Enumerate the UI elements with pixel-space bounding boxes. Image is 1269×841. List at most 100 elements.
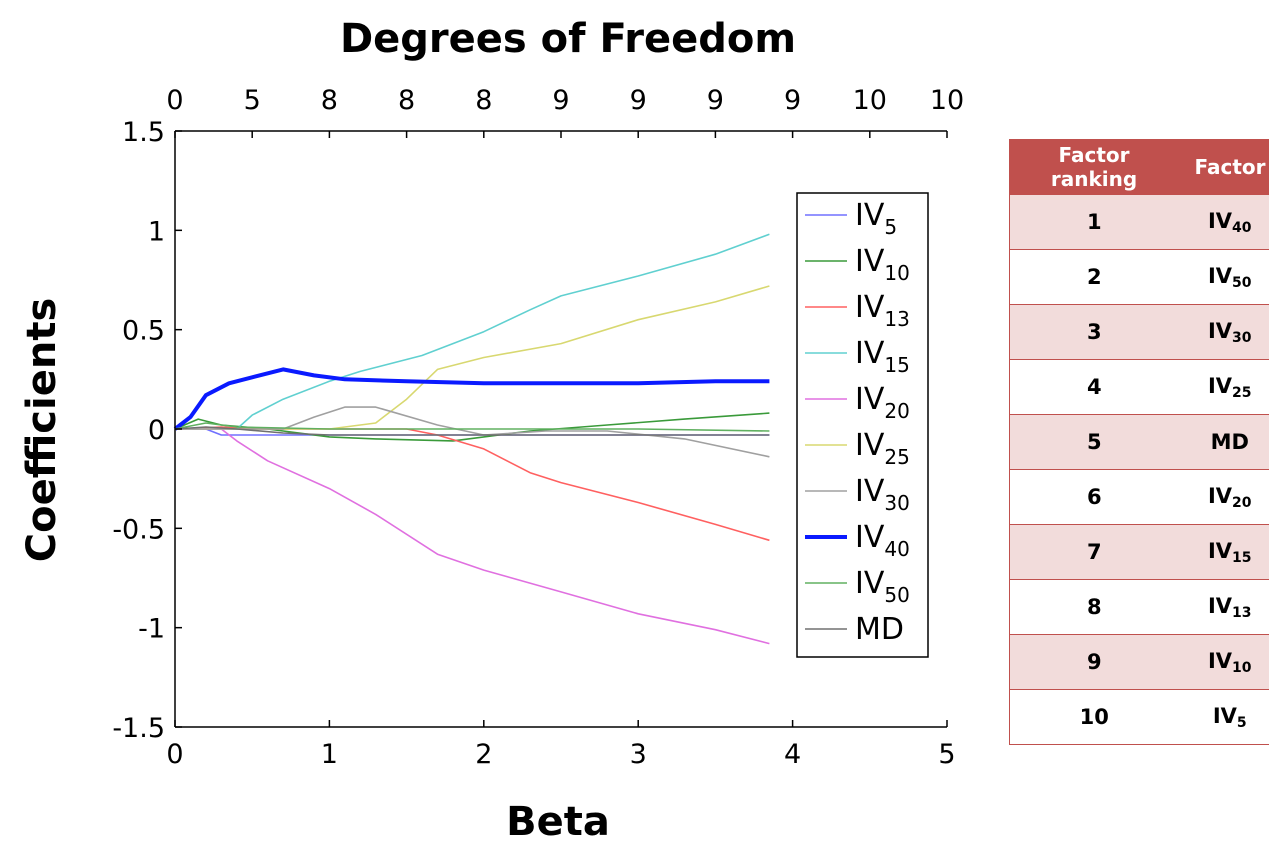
factor-subscript: 10 xyxy=(1232,659,1252,676)
legend-entry-base: IV xyxy=(855,382,885,417)
table-row: 8 IV13 xyxy=(1009,579,1269,635)
factor-cell: IV25 xyxy=(1178,359,1269,415)
top-tick-label: 5 xyxy=(244,85,261,116)
table-row: 3 IV30 xyxy=(1009,304,1269,360)
series-line-iv50 xyxy=(174,422,770,432)
series-line-iv40 xyxy=(173,367,770,431)
top-tick-label: 9 xyxy=(552,85,569,116)
top-tick-label: 10 xyxy=(930,85,964,116)
factor-subscript: 25 xyxy=(1232,384,1252,401)
rank-cell: 6 xyxy=(1009,469,1179,525)
factor-cell: IV5 xyxy=(1178,689,1269,745)
legend-entry-subscript: 25 xyxy=(884,445,909,469)
factor-cell: IV10 xyxy=(1178,634,1269,690)
y-tick-label: -0.5 xyxy=(112,514,165,545)
legend-entry-base: IV xyxy=(855,474,885,509)
coefficient-path-chart: 0 1 2 3 4 5-1.5-1-0.500.511.50 5 8 8 8 9 9 9 9 10 10 IV… xyxy=(19,16,964,841)
legend-entry-base: IV xyxy=(855,520,885,555)
legend-entry-subscript: 30 xyxy=(884,491,909,515)
legend-entry-subscript: 50 xyxy=(884,583,909,607)
table-row: 5 MD xyxy=(1009,414,1269,470)
factor-cell: IV20 xyxy=(1178,469,1269,525)
legend-entry-subscript: 40 xyxy=(884,537,909,561)
top-axis-title: Degrees of Freedom xyxy=(340,16,796,62)
legend-entry-label: IV5 xyxy=(855,198,897,239)
factor-subscript: 20 xyxy=(1232,494,1252,511)
factor-name: IV xyxy=(1207,483,1233,508)
legend-entry-label: IV25 xyxy=(855,428,910,469)
legend-entry-subscript: 10 xyxy=(884,261,909,285)
series-line-iv25 xyxy=(175,285,770,430)
factor-name: IV xyxy=(1207,648,1233,673)
series-line-iv15 xyxy=(175,233,770,430)
x-tick-label: 0 xyxy=(166,739,183,770)
y-axis-title: Coefficients xyxy=(19,298,65,563)
factor-subscript: 15 xyxy=(1232,549,1252,566)
factor-cell: IV13 xyxy=(1178,579,1269,635)
factor-name: IV xyxy=(1207,373,1233,398)
y-tick-label: 1.5 xyxy=(122,117,165,148)
table-row: 4 IV25 xyxy=(1009,359,1269,415)
axes-layer: 0 1 2 3 4 5-1.5-1-0.500.511.50 5 8 8 8 9 9 9 9 10 10 xyxy=(112,85,964,770)
factor-subscript: 50 xyxy=(1232,274,1252,291)
table-row: 6 IV20 xyxy=(1009,469,1269,525)
table-row: 9 IV10 xyxy=(1009,634,1269,690)
y-tick-label: -1 xyxy=(138,614,165,645)
factor-name: IV xyxy=(1212,703,1237,728)
ranking-body: 1 IV40 2 IV50 3 IV30 4 IV25 5 MD 6 IV20 7 IV15 8 IV13 9 I… xyxy=(1009,195,1269,745)
x-axis-title: Beta xyxy=(506,799,610,841)
rank-cell: 7 xyxy=(1009,524,1179,580)
legend-box xyxy=(796,192,929,658)
top-tick-label: 0 xyxy=(166,85,183,116)
factor-name: IV xyxy=(1207,538,1233,563)
y-tick-label: 0.5 xyxy=(122,316,165,347)
top-tick-label: 8 xyxy=(475,85,492,116)
series-line-iv10 xyxy=(174,412,770,442)
series-line-md xyxy=(174,426,770,436)
factor-cell: IV40 xyxy=(1178,195,1269,250)
rank-cell: 2 xyxy=(1009,249,1179,305)
factor-cell: MD xyxy=(1178,414,1269,470)
legend-entry-base: IV xyxy=(855,198,885,233)
factor-name: IV xyxy=(1207,593,1233,618)
legend-entry-subscript: 13 xyxy=(884,307,909,331)
legend-entry-subscript: 15 xyxy=(884,353,909,377)
legend-entry-label: IV50 xyxy=(855,566,910,607)
legend-entry-base: IV xyxy=(855,336,885,371)
factor-subscript: 5 xyxy=(1236,714,1247,731)
factor-subscript: 40 xyxy=(1232,219,1252,236)
rank-cell: 5 xyxy=(1009,414,1179,470)
legend-entry-base: IV xyxy=(855,428,885,463)
top-tick-label: 10 xyxy=(853,85,887,116)
legend-entry-label: IV30 xyxy=(855,474,910,515)
legend-entry-base: IV xyxy=(855,566,885,601)
x-tick-label: 2 xyxy=(475,739,492,770)
legend-entry-base: IV xyxy=(855,244,885,279)
rank-cell: 4 xyxy=(1009,359,1179,415)
factor-name: IV xyxy=(1207,318,1233,343)
legend-entry-label: IV13 xyxy=(855,290,910,331)
legend-entry-subscript: 20 xyxy=(884,399,909,423)
legend-entry-subscript: 5 xyxy=(884,215,897,239)
top-tick-label: 8 xyxy=(398,85,415,116)
table-row: 1 IV40 xyxy=(1009,195,1269,250)
rank-cell: 10 xyxy=(1009,689,1179,745)
table-row: 2 IV50 xyxy=(1009,249,1269,305)
legend-entry-base: IV xyxy=(855,290,885,325)
x-tick-label: 1 xyxy=(321,739,338,770)
rank-cell: 3 xyxy=(1009,304,1179,360)
series-line-iv20 xyxy=(175,428,770,645)
y-tick-label: 1 xyxy=(148,216,165,247)
rank-cell: 1 xyxy=(1009,195,1179,250)
x-tick-label: 5 xyxy=(938,739,955,770)
legend-entry-base: MD xyxy=(855,612,904,647)
legend-entry-label: IV15 xyxy=(855,336,910,377)
header-factor: Factor xyxy=(1178,139,1269,195)
legend-entry-label: MD xyxy=(855,612,904,647)
factor-subscript: 13 xyxy=(1232,604,1252,621)
factor-name: MD xyxy=(1210,430,1249,454)
table-header-row: Factor ranking Factor xyxy=(1009,139,1269,195)
factor-cell: IV15 xyxy=(1178,524,1269,580)
factor-ranking-table: Factor ranking Factor 1 IV40 2 IV50 3 IV30 4 IV… xyxy=(1009,139,1269,745)
